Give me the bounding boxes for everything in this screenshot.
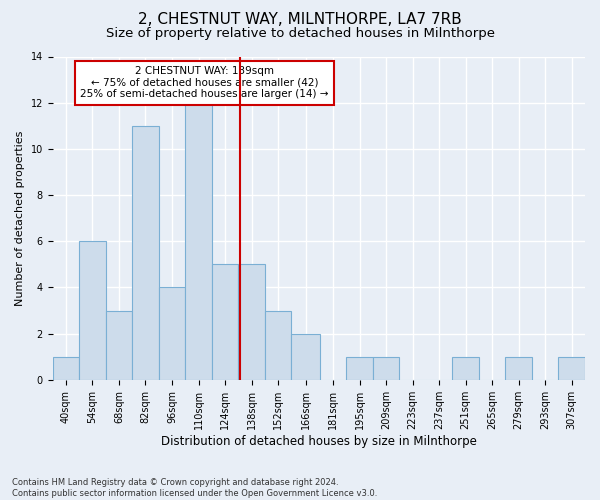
Text: Contains HM Land Registry data © Crown copyright and database right 2024.
Contai: Contains HM Land Registry data © Crown c…: [12, 478, 377, 498]
Bar: [185, 102, 212, 380]
Bar: [292, 334, 320, 380]
Bar: [159, 288, 185, 380]
Bar: [373, 357, 400, 380]
Bar: [79, 242, 106, 380]
Bar: [238, 264, 265, 380]
Bar: [106, 310, 132, 380]
Bar: [346, 357, 373, 380]
Bar: [559, 357, 585, 380]
Bar: [212, 264, 238, 380]
Bar: [53, 357, 79, 380]
Text: Size of property relative to detached houses in Milnthorpe: Size of property relative to detached ho…: [106, 28, 494, 40]
Bar: [452, 357, 479, 380]
Text: 2 CHESTNUT WAY: 139sqm
← 75% of detached houses are smaller (42)
25% of semi-det: 2 CHESTNUT WAY: 139sqm ← 75% of detached…: [80, 66, 329, 100]
X-axis label: Distribution of detached houses by size in Milnthorpe: Distribution of detached houses by size …: [161, 434, 477, 448]
Text: 2, CHESTNUT WAY, MILNTHORPE, LA7 7RB: 2, CHESTNUT WAY, MILNTHORPE, LA7 7RB: [138, 12, 462, 28]
Bar: [505, 357, 532, 380]
Y-axis label: Number of detached properties: Number of detached properties: [15, 130, 25, 306]
Bar: [132, 126, 159, 380]
Bar: [265, 310, 292, 380]
